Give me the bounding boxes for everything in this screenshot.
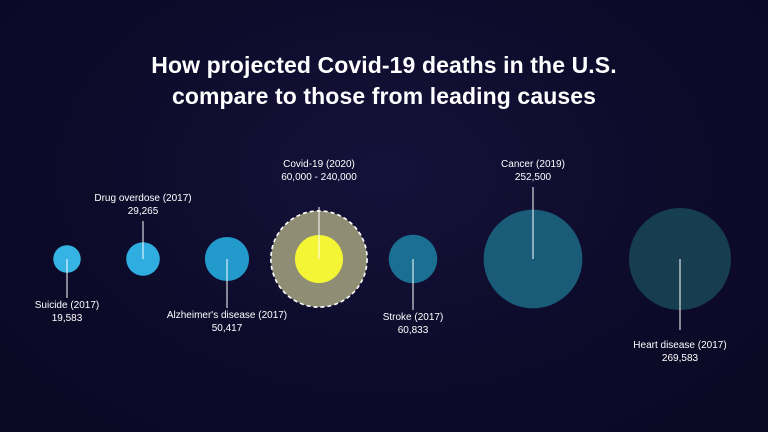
value-cancer-2019: 252,500 — [515, 172, 552, 183]
chart-title-line-2: compare to those from leading causes — [171, 83, 597, 109]
label-covid-19-2020: Covid-19 (2020) — [283, 159, 355, 170]
label-suicide-2017: Suicide (2017) — [35, 300, 99, 311]
label-alzheimer-s-disease-2017: Alzheimer's disease (2017) — [167, 310, 287, 321]
label-stroke-2017: Stroke (2017) — [383, 312, 444, 323]
label-drug-overdose-2017: Drug overdose (2017) — [94, 193, 191, 204]
value-alzheimer-s-disease-2017: 50,417 — [212, 323, 243, 334]
chart-title: How projected Covid-19 deaths in the U.S… — [0, 50, 768, 112]
value-covid-19-2020: 60,000 - 240,000 — [281, 172, 357, 183]
value-stroke-2017: 60,833 — [398, 325, 429, 336]
chart-title-line-1: How projected Covid-19 deaths in the U.S… — [151, 52, 617, 78]
label-heart-disease-2017: Heart disease (2017) — [633, 340, 726, 351]
value-heart-disease-2017: 269,583 — [662, 353, 699, 364]
value-suicide-2017: 19,583 — [52, 313, 83, 324]
value-drug-overdose-2017: 29,265 — [128, 206, 159, 217]
label-cancer-2019: Cancer (2019) — [501, 159, 565, 170]
